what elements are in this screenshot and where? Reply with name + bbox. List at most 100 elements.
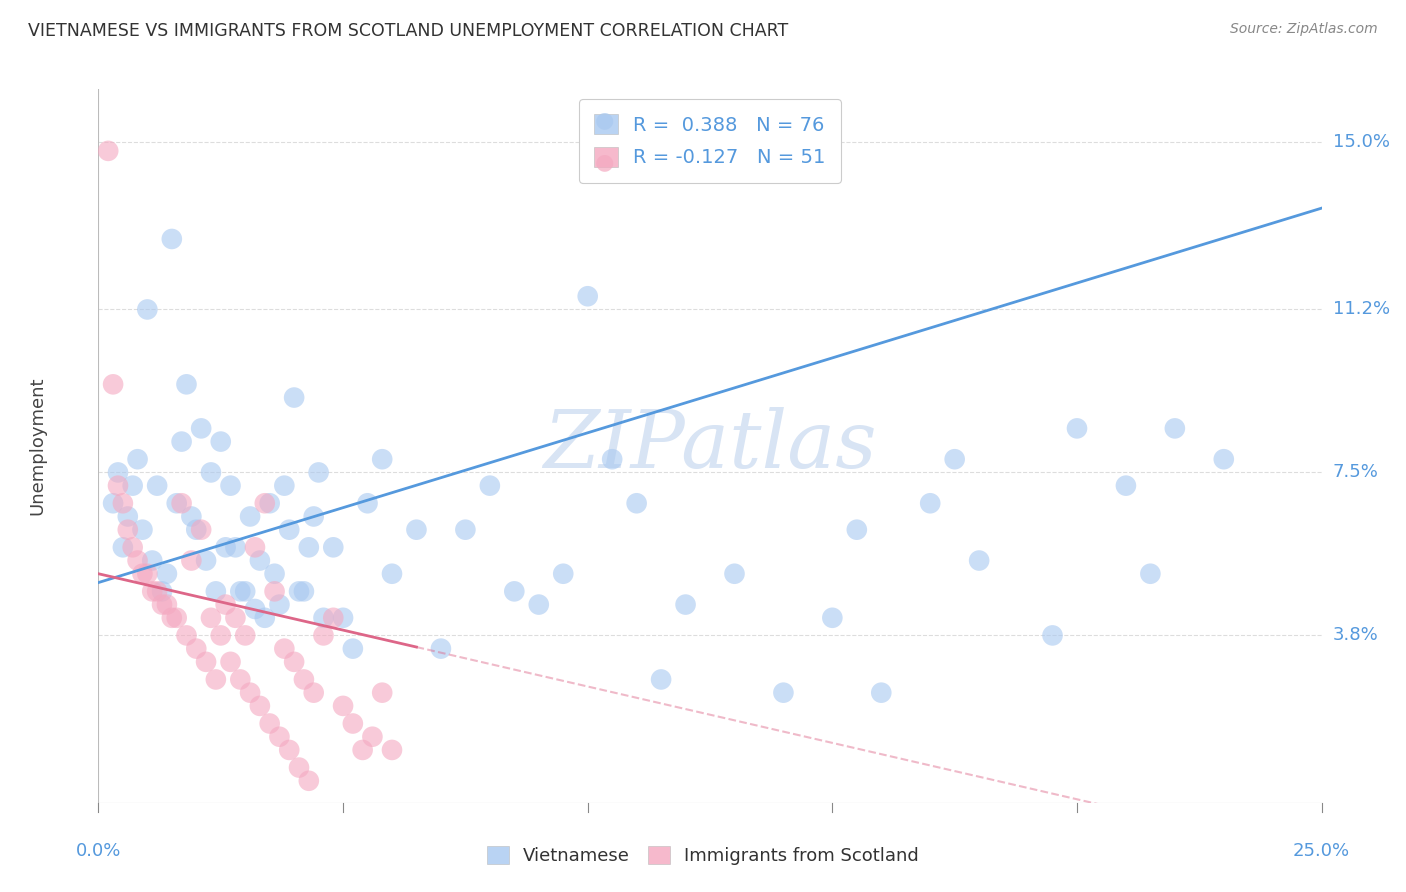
Point <box>454 523 477 537</box>
Point <box>141 584 163 599</box>
Point <box>97 144 120 158</box>
Point <box>141 553 163 567</box>
Point <box>170 496 193 510</box>
Point <box>243 602 266 616</box>
Point <box>156 566 179 581</box>
Text: 25.0%: 25.0% <box>1294 842 1350 860</box>
Point <box>332 611 354 625</box>
Point <box>821 611 844 625</box>
Point <box>342 716 364 731</box>
Point <box>342 641 364 656</box>
Point <box>195 655 218 669</box>
Text: Source: ZipAtlas.com: Source: ZipAtlas.com <box>1230 22 1378 37</box>
Text: 0.0%: 0.0% <box>76 842 121 860</box>
Point <box>249 698 271 713</box>
Point <box>160 611 183 625</box>
Point <box>302 686 325 700</box>
Point <box>322 541 344 555</box>
Point <box>772 686 794 700</box>
Point <box>308 466 330 480</box>
Point <box>249 553 271 567</box>
Point <box>131 566 153 581</box>
Text: 7.5%: 7.5% <box>1333 464 1379 482</box>
Point <box>111 496 134 510</box>
Point <box>214 598 236 612</box>
Point <box>298 773 321 788</box>
Point <box>224 541 246 555</box>
Point <box>214 541 236 555</box>
Point <box>253 496 276 510</box>
Point <box>101 496 124 510</box>
Text: 15.0%: 15.0% <box>1333 133 1389 151</box>
Point <box>127 553 149 567</box>
Point <box>117 509 139 524</box>
Point <box>117 523 139 537</box>
Point <box>205 584 228 599</box>
Point <box>381 743 404 757</box>
Point <box>283 655 305 669</box>
Point <box>273 641 295 656</box>
Point <box>180 553 202 567</box>
Point <box>111 541 134 555</box>
Point <box>371 452 394 467</box>
Text: 11.2%: 11.2% <box>1333 301 1391 318</box>
Point <box>224 611 246 625</box>
Point <box>322 611 344 625</box>
Point <box>283 391 305 405</box>
Point <box>190 523 212 537</box>
Text: ●: ● <box>595 110 614 130</box>
Point <box>219 478 242 492</box>
Point <box>302 509 325 524</box>
Point <box>1139 566 1161 581</box>
Point <box>170 434 193 449</box>
Point <box>356 496 378 510</box>
Point <box>405 523 427 537</box>
Text: VIETNAMESE VS IMMIGRANTS FROM SCOTLAND UNEMPLOYMENT CORRELATION CHART: VIETNAMESE VS IMMIGRANTS FROM SCOTLAND U… <box>28 22 789 40</box>
Point <box>352 743 374 757</box>
Point <box>723 566 745 581</box>
Point <box>176 377 198 392</box>
Point <box>1066 421 1088 435</box>
Point <box>967 553 990 567</box>
Point <box>430 641 453 656</box>
Point <box>292 673 315 687</box>
Point <box>361 730 384 744</box>
Point <box>200 466 222 480</box>
Point <box>273 478 295 492</box>
Point <box>1164 421 1187 435</box>
Point <box>229 584 252 599</box>
Point <box>269 730 291 744</box>
Point <box>278 743 301 757</box>
Point <box>186 523 208 537</box>
Point <box>253 611 276 625</box>
Point <box>156 598 179 612</box>
Point <box>503 584 526 599</box>
Point <box>136 302 159 317</box>
Point <box>186 641 208 656</box>
Point <box>150 598 173 612</box>
Point <box>146 584 169 599</box>
Point <box>675 598 697 612</box>
Point <box>239 509 262 524</box>
Text: Unemployment: Unemployment <box>28 376 46 516</box>
Point <box>1042 628 1064 642</box>
Point <box>943 452 966 467</box>
Point <box>332 698 354 713</box>
Point <box>1115 478 1137 492</box>
Point <box>243 541 266 555</box>
Point <box>160 232 183 246</box>
Text: ZIPatlas: ZIPatlas <box>543 408 877 484</box>
Point <box>127 452 149 467</box>
Point <box>146 478 169 492</box>
Point <box>920 496 942 510</box>
Point <box>136 566 159 581</box>
Point <box>209 628 232 642</box>
Point <box>239 686 262 700</box>
Point <box>190 421 212 435</box>
Point <box>312 628 335 642</box>
Point <box>278 523 301 537</box>
Point <box>121 478 143 492</box>
Point <box>650 673 672 687</box>
Point <box>870 686 893 700</box>
Point <box>371 686 394 700</box>
